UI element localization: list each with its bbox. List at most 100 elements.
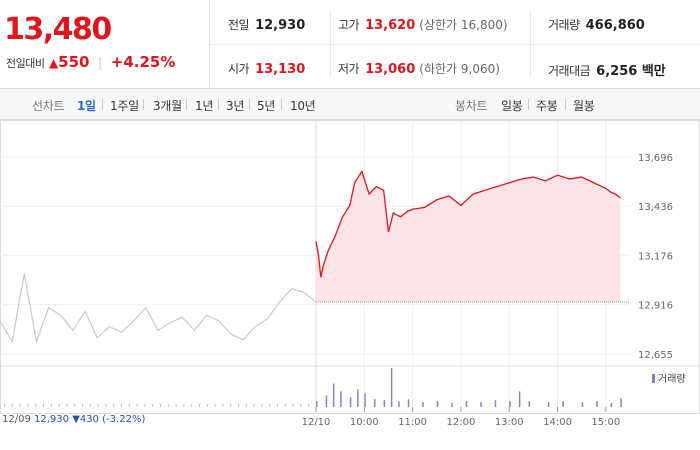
- volume-bar: [43, 404, 44, 407]
- volume-bar: [89, 404, 91, 407]
- volume-bar: [340, 391, 342, 407]
- divider: [210, 44, 700, 45]
- prev-day-line: [0, 273, 317, 345]
- stat-prev-close: 전일 12,930: [228, 16, 305, 33]
- volume-bar: [199, 404, 200, 407]
- change-percent: +4.25%: [110, 53, 176, 71]
- volume-bar: [562, 401, 564, 407]
- volume-bar: [35, 404, 37, 407]
- x-tick-label: 12:00: [447, 417, 476, 428]
- volume-bar: [66, 404, 68, 407]
- x-tick-label: 10:00: [350, 417, 379, 428]
- today-price-line: [315, 169, 621, 278]
- volume-bar: [364, 393, 366, 407]
- stat-value: 6,256 백만: [596, 64, 666, 79]
- volume-bar: [50, 404, 52, 407]
- volume-bar: [316, 401, 318, 407]
- volume-bar: [144, 404, 146, 407]
- stat-sub: (상한가 16,800): [419, 18, 508, 32]
- volume-bar: [277, 404, 278, 407]
- volume-bar: [11, 404, 13, 407]
- volume-bar: [383, 400, 386, 407]
- prev-day-summary: 12/09 12,930 ▼430 (-3.22%): [2, 414, 145, 425]
- volume-bar: [206, 404, 208, 407]
- tab-10years[interactable]: 10년: [290, 99, 316, 113]
- divider: [249, 99, 250, 110]
- tab-1week[interactable]: 1주일: [110, 99, 139, 113]
- volume-bar: [167, 404, 169, 407]
- separator: |: [97, 56, 103, 71]
- stat-low: 저가 13,060 (하한가 9,060): [338, 60, 500, 77]
- x-tick-label: 13:00: [495, 417, 524, 428]
- volume-bar: [191, 404, 193, 407]
- divider: [565, 99, 566, 110]
- x-tick-label: 15:00: [591, 417, 620, 428]
- tab-weekly-candle[interactable]: 주봉: [536, 99, 558, 113]
- volume-bar: [357, 389, 359, 407]
- tab-monthly-candle[interactable]: 월봉: [573, 99, 595, 113]
- x-tick-label: 11:00: [398, 417, 427, 428]
- stat-label: 거래량: [548, 18, 580, 32]
- volume-bar: [284, 404, 286, 407]
- volume-bar: [300, 404, 302, 407]
- tab-5years[interactable]: 5년: [257, 99, 276, 113]
- stat-value: 466,860: [585, 18, 645, 33]
- tab-daily-candle[interactable]: 일봉: [501, 99, 523, 113]
- volume-bar: [547, 402, 550, 407]
- quote-header: 13,480 전일대비 ▲550 | +4.25% 전일 12,930 고가 13,…: [0, 0, 700, 89]
- volume-bar: [620, 398, 622, 407]
- divider: [143, 99, 144, 110]
- divider: [281, 99, 282, 110]
- volume-bar: [398, 401, 400, 407]
- change-row: 전일대비 ▲550 | +4.25%: [6, 53, 175, 71]
- prev-day-date: 12/09: [2, 414, 31, 425]
- prev-day-change: ▼430: [72, 414, 99, 425]
- stat-value: 13,130: [255, 62, 306, 77]
- stat-value: 13,620: [365, 18, 416, 33]
- volume-bar: [509, 401, 511, 407]
- volume-bar: [82, 404, 83, 407]
- volume-bar: [422, 402, 424, 407]
- divider: [186, 99, 187, 110]
- tab-3years[interactable]: 3년: [226, 99, 245, 113]
- stat-value: 12,930: [255, 18, 306, 33]
- volume-bar: [390, 368, 393, 407]
- line-chart-label: 선차트: [32, 99, 65, 113]
- volume-bar: [113, 404, 115, 407]
- y-tick-label: 13,436: [638, 202, 673, 213]
- stat-sub: (하한가 9,060): [419, 62, 500, 76]
- volume-bar: [27, 404, 29, 407]
- volume-bar: [4, 404, 5, 407]
- y-tick-label: 12,916: [638, 301, 673, 312]
- volume-bar: [325, 395, 328, 407]
- volume-bar: [121, 404, 122, 407]
- volume-bar: [261, 404, 263, 407]
- price-chart[interactable]: 13,696 13,436 13,176 12,916 12,655 12/10 10:00…: [0, 120, 700, 450]
- volume-bar: [451, 403, 453, 407]
- volume-legend-label: 거래량: [658, 373, 686, 385]
- prev-day-percent: (-3.22%): [102, 414, 146, 425]
- tab-1day[interactable]: 1일: [77, 99, 96, 113]
- volume-bar: [349, 397, 352, 407]
- y-tick-label: 12,655: [638, 350, 673, 361]
- volume-bar: [19, 404, 21, 407]
- change-label: 전일대비: [6, 57, 45, 70]
- stat-label: 전일: [228, 18, 250, 32]
- price-box: 13,480 전일대비 ▲550 | +4.25%: [0, 0, 210, 88]
- divider: [102, 99, 103, 110]
- volume-bar: [465, 401, 468, 407]
- volume-bar: [596, 401, 598, 407]
- tab-3months[interactable]: 3개월: [153, 99, 182, 113]
- volume-legend-swatch: [652, 374, 655, 383]
- volume-bar: [160, 404, 161, 407]
- x-tick-label: 12/10: [302, 417, 331, 428]
- chart-period-tabs: 선차트 1일 1주일 3개월 1년 3년 5년 10년 봉차트 일봉 주봉 월봉: [0, 89, 700, 120]
- volume-bar: [238, 404, 239, 407]
- volume-bar: [230, 404, 232, 407]
- tab-1year[interactable]: 1년: [195, 99, 214, 113]
- divider: [218, 99, 219, 110]
- x-tick-label: 14:00: [543, 417, 572, 428]
- stat-high: 고가 13,620 (상한가 16,800): [338, 16, 508, 33]
- volume-bar: [494, 400, 497, 407]
- volume-bar: [581, 402, 584, 407]
